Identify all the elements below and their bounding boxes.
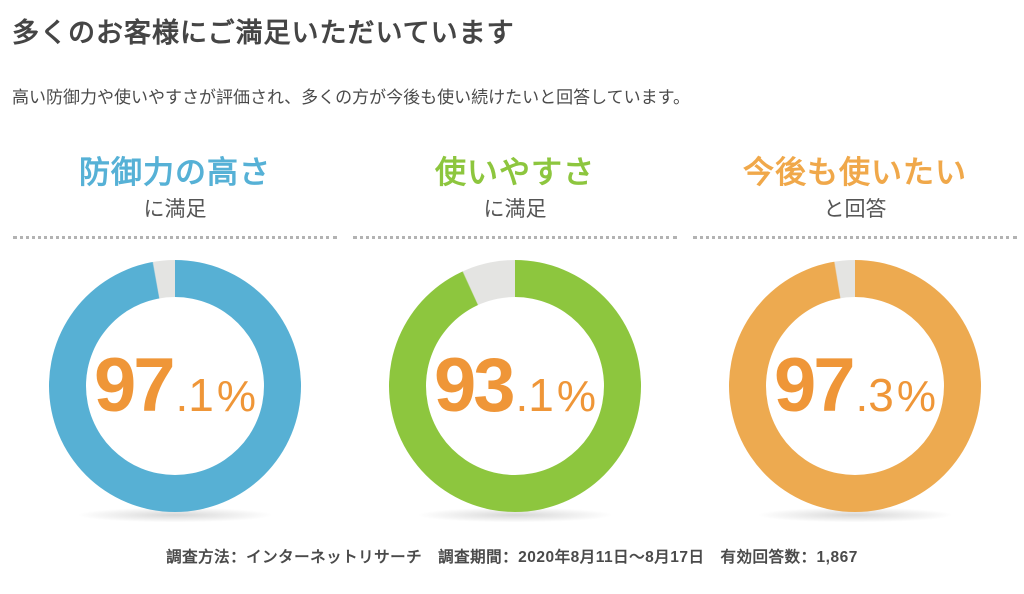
stat-value-dec: .1 [175,369,214,422]
percent-sign: % [216,372,257,422]
page-title: 多くのお客様にご満足いただいています [12,18,515,48]
stat-value-int: 97 [93,343,176,429]
stat-value-int: 93 [433,343,516,429]
satisfaction-infographic: 多くのお客様にご満足いただいています 高い防御力や使いやすさが評価され、多くの方… [10,18,1017,567]
stat-value-dec: .1 [515,369,554,422]
dotted-divider [13,236,337,240]
stat-sublabel: と回答 [823,197,887,221]
donut-chart-continue: 97 .3 % [729,260,981,513]
stat-value-int: 97 [773,343,856,429]
donut-shadow [749,507,961,524]
stat-card-continue: 今後も使いたい と回答 97 .3 % [690,155,1020,524]
percent-sign: % [896,372,937,422]
donut-hole: 93 .1 % [426,297,604,476]
stat-value: 97 .3 % [774,348,936,424]
stat-headline: 使いやすさ [435,155,595,191]
donut-shadow [409,507,621,524]
donut-hole: 97 .1 % [86,297,264,476]
stat-card-usability: 使いやすさ に満足 93 .1 % [350,155,680,524]
stat-value: 93 .1 % [434,348,596,424]
dotted-divider [693,236,1017,240]
stat-headline: 防御力の高さ [79,155,271,191]
stat-sublabel: に満足 [483,197,547,221]
survey-note: 調査方法：インターネットリサーチ 調査期間：2020年8月11日～8月17日 有… [166,549,858,567]
donut-hole: 97 .3 % [766,297,944,476]
stat-value: 97 .1 % [94,348,256,424]
stat-value-dec: .3 [855,369,894,422]
stat-card-defense: 防御力の高さ に満足 97 .1 % [10,155,340,524]
percent-sign: % [556,372,597,422]
donut-shadow [69,507,281,524]
page-subtitle: 高い防御力や使いやすさが評価され、多くの方が今後も使い続けたいと回答しています。 [12,88,690,108]
stat-headline: 今後も使いたい [743,155,967,191]
stats-row: 防御力の高さ に満足 97 .1 % 使いやすさ に満足 [10,155,1017,524]
donut-chart-defense: 97 .1 % [49,260,301,513]
donut-chart-usability: 93 .1 % [389,260,641,513]
stat-sublabel: に満足 [143,197,207,221]
dotted-divider [353,236,677,240]
